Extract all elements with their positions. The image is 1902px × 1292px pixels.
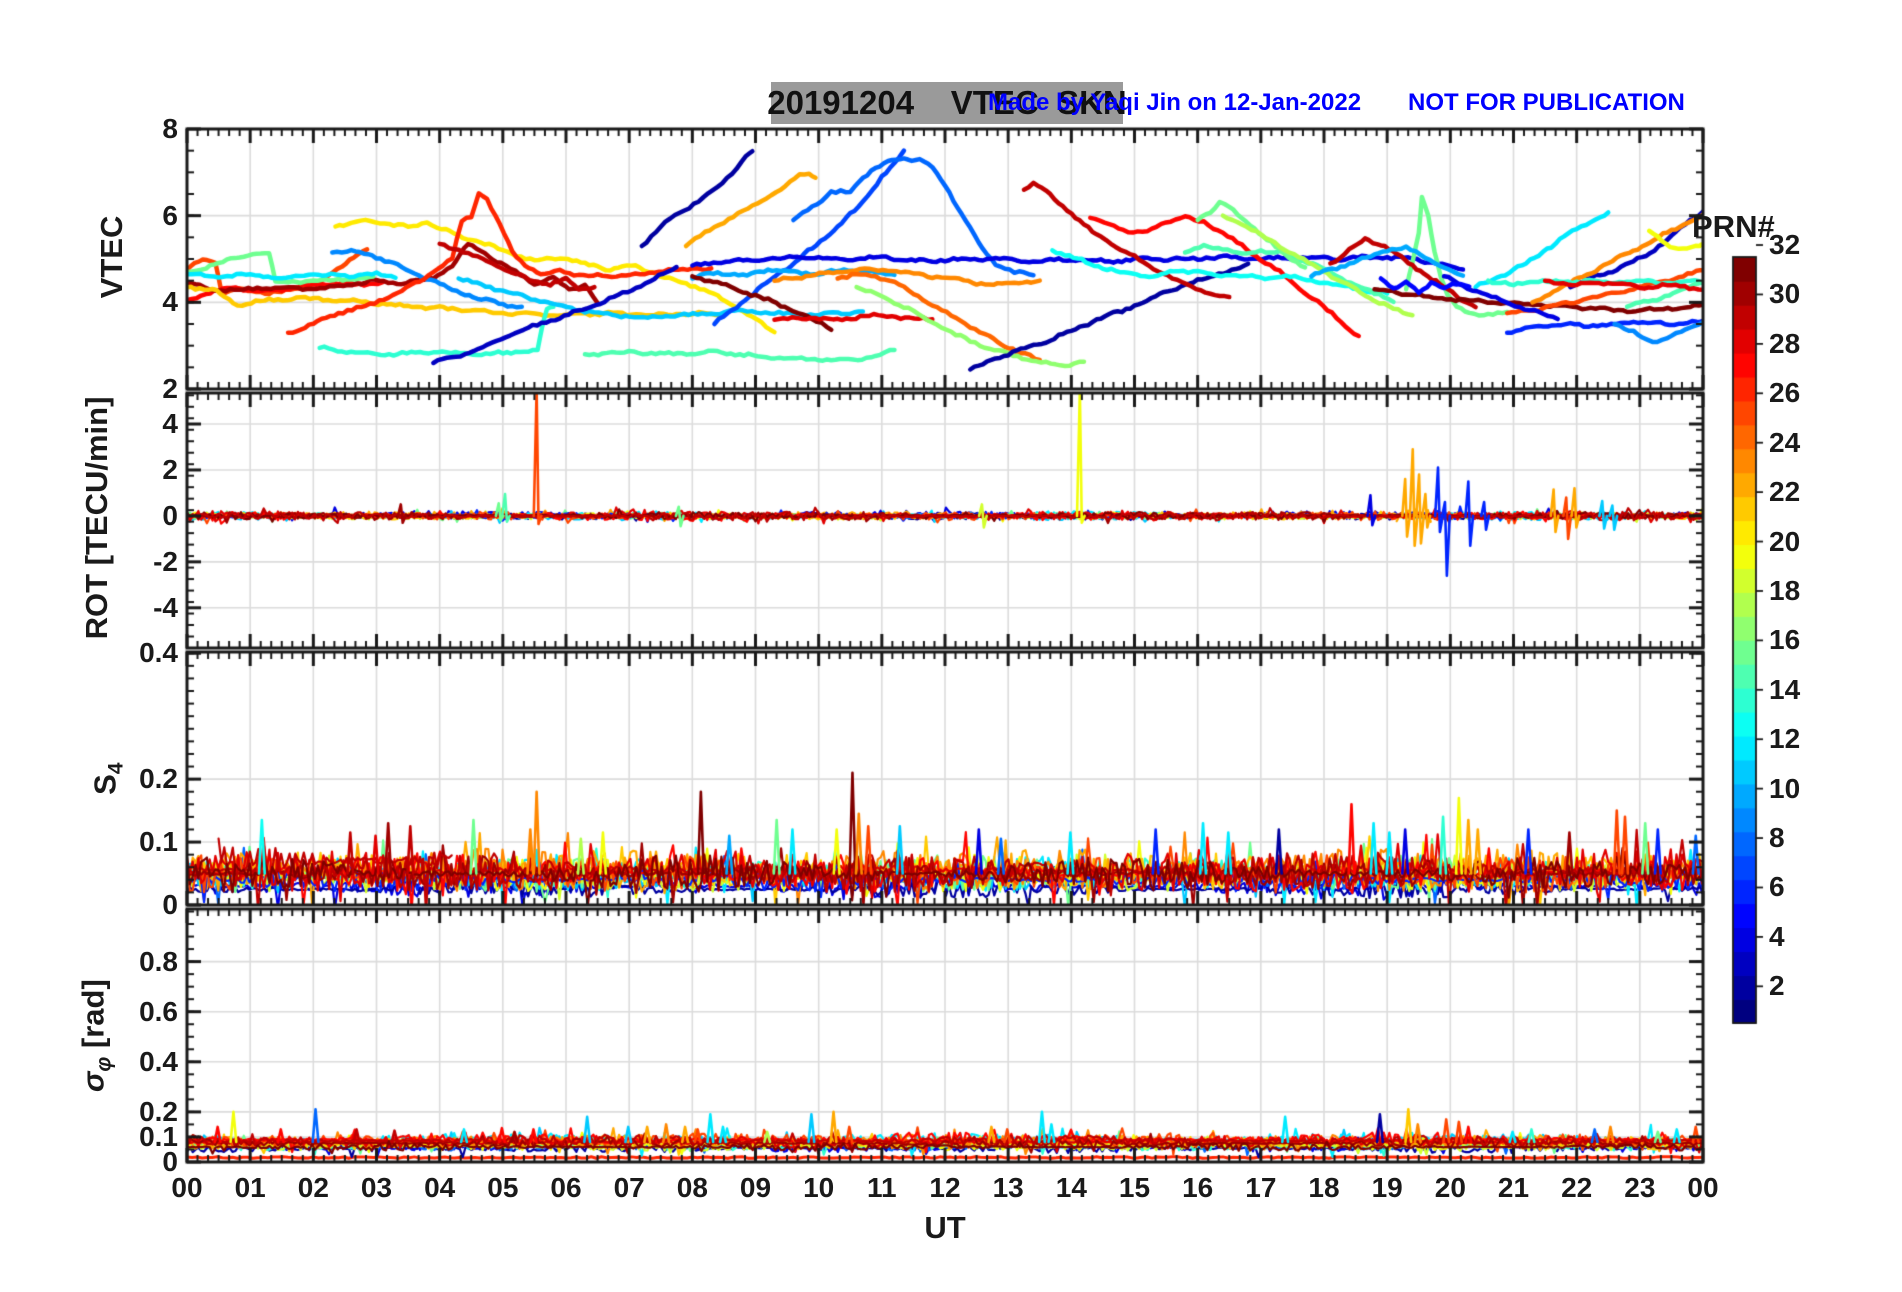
x-tick-label: 01 [234, 1172, 266, 1203]
colorbar-tick-label: 8 [1769, 822, 1785, 854]
x-tick-label: 08 [676, 1172, 708, 1203]
y-tick-label: 8 [162, 113, 178, 144]
vtec-axis-label: VTEC [94, 215, 129, 299]
y-tick-label: 0.2 [139, 763, 178, 795]
x-tick-label: 13 [992, 1172, 1024, 1203]
x-tick-label: 09 [739, 1172, 772, 1203]
x-tick-label: 17 [1245, 1172, 1277, 1203]
x-tick-label: 07 [613, 1172, 645, 1203]
y-tick-label: 0.8 [139, 945, 178, 977]
x-tick-label: 06 [550, 1172, 582, 1203]
x-tick-label: 04 [424, 1172, 456, 1203]
colorbar-tick-label: 10 [1769, 772, 1801, 804]
colorbar-tick-label: 2 [1769, 970, 1785, 1002]
colorbar-tick-label: 22 [1769, 476, 1801, 508]
x-tick-label: 14 [1055, 1172, 1087, 1203]
y-tick-label: 0 [162, 499, 178, 531]
y-tick-label: 4 [162, 408, 178, 439]
credit-text: Made by Yaqi Jin on 12-Jan-2022 [988, 89, 1362, 116]
x-tick-label: 11 [867, 1172, 897, 1203]
colorbar-tick-label: 4 [1769, 920, 1785, 952]
y-tick-label: 2 [162, 373, 178, 404]
title-box: 20191204 VTEC SKN [767, 82, 1127, 124]
x-tick-label: 05 [487, 1172, 519, 1203]
y-tick-label: -4 [153, 591, 178, 623]
x-tick-label: 15 [1118, 1172, 1151, 1203]
colorbar-title: PRN# [1692, 209, 1775, 244]
colorbar-tick-label: 30 [1769, 278, 1801, 310]
y-tick-label: -2 [153, 545, 178, 577]
colorbar-tick-label: 12 [1769, 723, 1801, 755]
x-tick-label: 10 [803, 1172, 835, 1203]
x-tick-label: 19 [1371, 1172, 1403, 1203]
colorbar-tick-label: 6 [1769, 871, 1785, 903]
page-title: 20191204 VTEC SKN [767, 84, 1127, 121]
x-tick-label: 00 [1687, 1172, 1719, 1203]
x-tick-label: 12 [929, 1172, 961, 1203]
x-tick-label: 03 [360, 1172, 393, 1203]
x-tick-label: 21 [1497, 1172, 1530, 1203]
colorbar-tick-label: 28 [1769, 327, 1801, 359]
x-tick-label: 16 [1182, 1172, 1214, 1203]
y-tick-label: 2 [162, 453, 178, 485]
x-tick-label: 23 [1624, 1172, 1656, 1203]
x-tick-label: 18 [1308, 1172, 1340, 1203]
colorbar-tick-label: 14 [1769, 673, 1801, 705]
y-tick-label: 0.1 [139, 1120, 178, 1152]
colorbar-tick-label: 16 [1769, 624, 1801, 656]
y-tick-label: 0 [162, 1146, 178, 1177]
colorbar-tick-label: 20 [1769, 525, 1801, 557]
y-tick-label: 6 [162, 199, 178, 231]
y-tick-label: 0 [162, 889, 178, 920]
y-tick-label: 0.2 [139, 1095, 178, 1127]
x-axis-label: UT [924, 1210, 966, 1245]
colorbar-tick-label: 32 [1769, 229, 1801, 261]
colorbar-tick-label: 18 [1769, 574, 1801, 606]
x-tick-label: 02 [297, 1172, 329, 1203]
y-tick-label: 0.1 [139, 826, 178, 858]
not-for-publication-text: NOT FOR PUBLICATION [1408, 89, 1685, 116]
x-tick-label: 00 [171, 1172, 203, 1203]
colorbar-tick-label: 24 [1769, 426, 1801, 458]
y-tick-label: 0.4 [139, 1045, 178, 1077]
colorbar-tick-label: 26 [1769, 377, 1801, 409]
y-tick-label: 0.6 [139, 995, 178, 1027]
y-tick-label: 0.4 [139, 637, 178, 669]
x-tick-label: 22 [1561, 1172, 1593, 1203]
x-tick-label: 20 [1434, 1172, 1466, 1203]
y-tick-label: 4 [162, 286, 178, 318]
